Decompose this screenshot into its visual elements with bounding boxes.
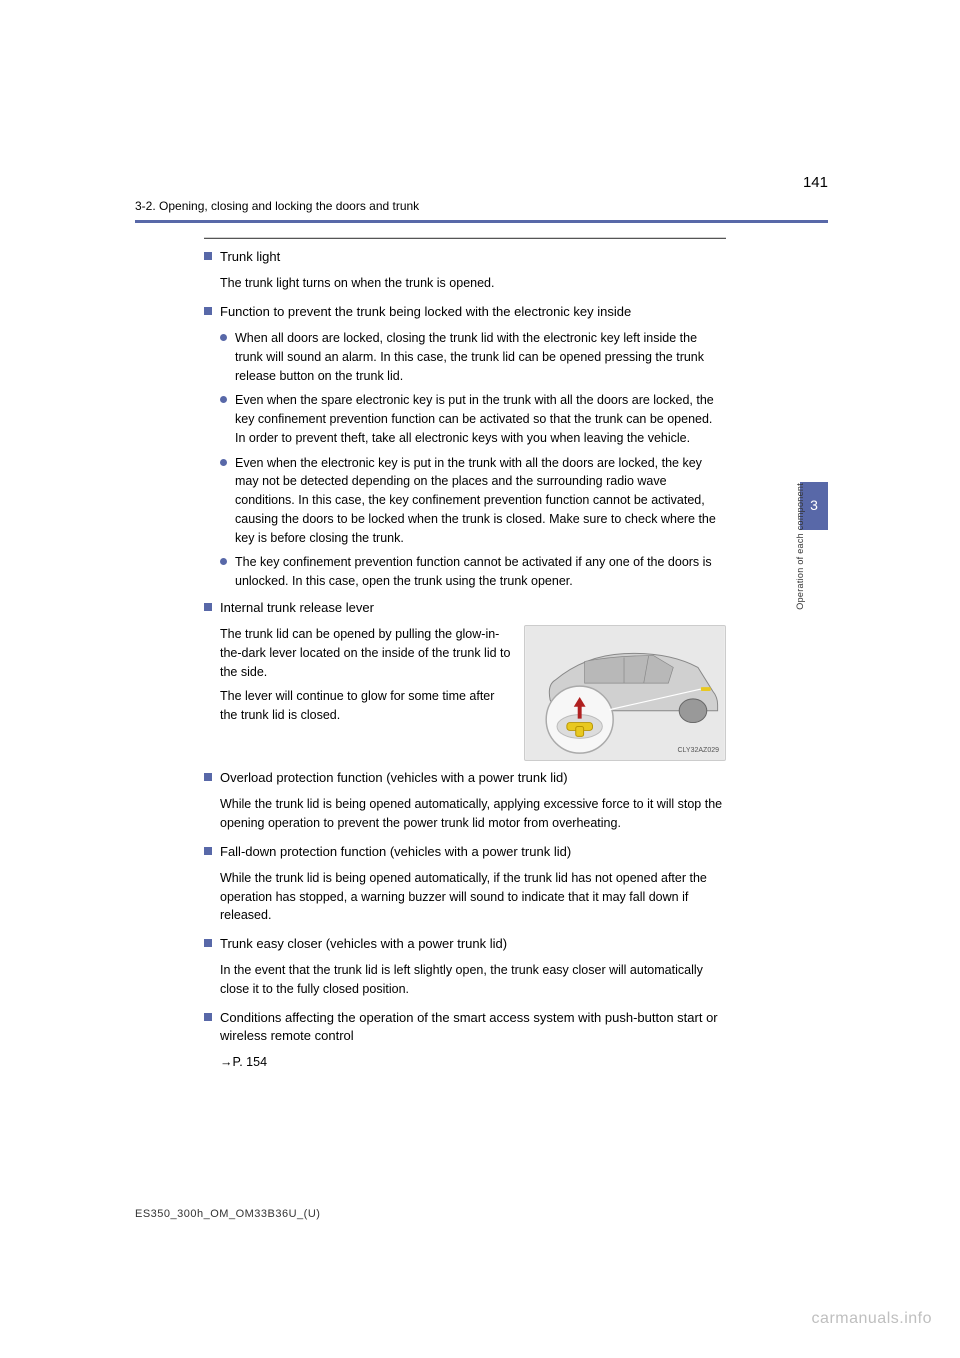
- square-bullet-icon: [204, 773, 212, 781]
- release-text-1: The trunk lid can be opened by pulling t…: [220, 625, 512, 681]
- section-body: While the trunk lid is being opened auto…: [220, 795, 726, 833]
- section-heading: Function to prevent the trunk being lock…: [204, 303, 726, 321]
- section-heading: Fall-down protection function (vehicles …: [204, 843, 726, 861]
- content-area: Trunk light The trunk light turns on whe…: [204, 248, 726, 1082]
- section-heading: Trunk light: [204, 248, 726, 266]
- section-header: 3-2. Opening, closing and locking the do…: [135, 198, 419, 215]
- watermark: carmanuals.info: [812, 1308, 932, 1330]
- section-heading: Trunk easy closer (vehicles with a power…: [204, 935, 726, 953]
- release-lever-row: The trunk lid can be opened by pulling t…: [220, 625, 726, 761]
- section-title: Trunk light: [220, 248, 280, 266]
- section-body: While the trunk lid is being opened auto…: [220, 869, 726, 925]
- list-item-text: The key confinement prevention function …: [235, 553, 726, 591]
- page-number: 141: [803, 172, 828, 193]
- section-heading: Internal trunk release lever: [204, 599, 726, 617]
- section-title: Trunk easy closer (vehicles with a power…: [220, 935, 507, 953]
- round-bullet-icon: [220, 396, 227, 403]
- page-reference: →P. 154: [220, 1053, 726, 1072]
- horizontal-rule-grey-dark: [204, 238, 726, 239]
- square-bullet-icon: [204, 252, 212, 260]
- trunk-release-illustration: CLY32AZ029: [524, 625, 726, 761]
- image-code-label: CLY32AZ029: [677, 746, 719, 756]
- release-text-2: The lever will continue to glow for some…: [220, 687, 512, 725]
- square-bullet-icon: [204, 1013, 212, 1021]
- list-item-text: When all doors are locked, closing the t…: [235, 329, 726, 385]
- section-body: In the event that the trunk lid is left …: [220, 961, 726, 999]
- section-title: Fall-down protection function (vehicles …: [220, 843, 571, 861]
- horizontal-rule-blue: [135, 220, 828, 223]
- section-title: Function to prevent the trunk being lock…: [220, 303, 631, 321]
- square-bullet-icon: [204, 603, 212, 611]
- square-bullet-icon: [204, 307, 212, 315]
- section-title: Overload protection function (vehicles w…: [220, 769, 568, 787]
- car-illustration-icon: [525, 626, 725, 760]
- list-item: When all doors are locked, closing the t…: [220, 329, 726, 385]
- round-bullet-icon: [220, 558, 227, 565]
- section-heading: Conditions affecting the operation of th…: [204, 1009, 726, 1045]
- list-item: Even when the electronic key is put in t…: [220, 454, 726, 548]
- section-body: The trunk light turns on when the trunk …: [220, 274, 726, 293]
- round-bullet-icon: [220, 334, 227, 341]
- section-heading: Overload protection function (vehicles w…: [204, 769, 726, 787]
- section-title: Conditions affecting the operation of th…: [220, 1009, 726, 1045]
- list-item-text: Even when the electronic key is put in t…: [235, 454, 726, 548]
- section-title: Internal trunk release lever: [220, 599, 374, 617]
- list-item-text: Even when the spare electronic key is pu…: [235, 391, 726, 447]
- list-item: The key confinement prevention function …: [220, 553, 726, 591]
- square-bullet-icon: [204, 939, 212, 947]
- release-text-block: The trunk lid can be opened by pulling t…: [220, 625, 512, 761]
- footer-doc-id: ES350_300h_OM_OM33B36U_(U): [135, 1207, 320, 1222]
- list-item: Even when the spare electronic key is pu…: [220, 391, 726, 447]
- chapter-tab-label: Operation of each component: [794, 483, 807, 623]
- square-bullet-icon: [204, 847, 212, 855]
- round-bullet-icon: [220, 459, 227, 466]
- chapter-tab-number: 3: [810, 496, 818, 516]
